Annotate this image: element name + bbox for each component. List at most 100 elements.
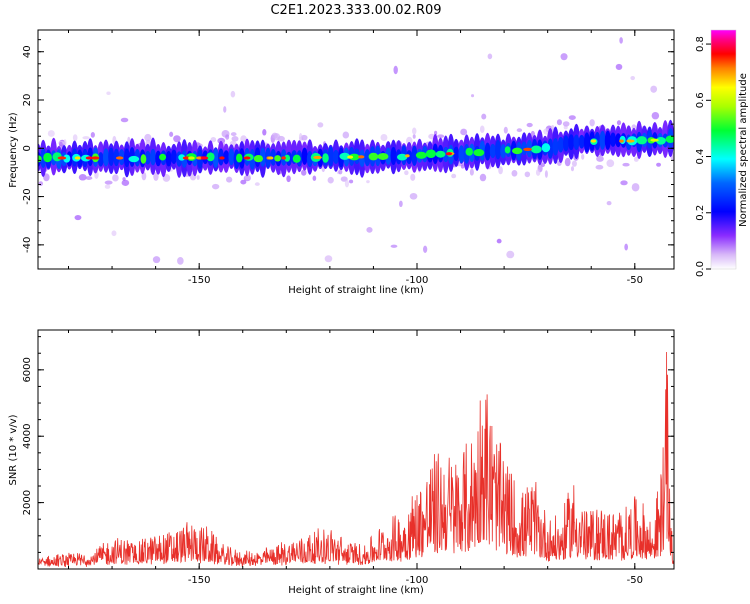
- spectrogram-halo-cell: [144, 133, 152, 142]
- colorbar-ticks: 0.0 0.2 0.4 0.6 0.8: [695, 36, 711, 277]
- spectrogram-halo-cell: [481, 113, 487, 120]
- spectrogram-halo-cell: [211, 183, 220, 190]
- spectrogram-halo-cell: [390, 244, 398, 248]
- spectrogram-halo-cell: [633, 156, 639, 162]
- snr-ytick-label: 6000: [22, 357, 33, 382]
- snr-frame: [37, 329, 675, 570]
- spectrogram-hotspot: [85, 156, 94, 160]
- spectrogram-halo-cell: [596, 155, 604, 162]
- spectrogram-band-cell: [604, 130, 611, 150]
- spectrogram-halo-cell: [412, 127, 417, 135]
- snr-xtick-label: -100: [406, 575, 429, 586]
- spectrogram-hotspot: [313, 155, 322, 160]
- spectrogram-band-cell: [552, 138, 559, 156]
- spectrogram-hotspot: [590, 139, 597, 143]
- spectrogram-halo-cell: [606, 159, 615, 168]
- spectrogram-halo-cell: [240, 135, 247, 143]
- spectrogram-band-cell: [390, 146, 397, 165]
- snr-panel: -150 -100 -50 2000 4000 6000 Height of straig…: [8, 329, 675, 596]
- spectrogram-hotspot: [115, 156, 124, 160]
- spectrogram-band-cell: [500, 144, 507, 159]
- spectrogram-band-cell: [140, 154, 147, 164]
- spectrogram-halo-cell: [606, 200, 612, 206]
- spectrogram-band-cell: [495, 139, 502, 160]
- spectrogram-halo-cell: [471, 94, 475, 98]
- spectrogram-hotspot: [347, 155, 354, 159]
- spectrogram-hotspot: [196, 156, 203, 160]
- figure-title: C2E1.2023.333.00.02.R09: [270, 3, 441, 18]
- spectrogram-halo-cell: [230, 90, 236, 98]
- colorbar-tick-label: 0.6: [695, 92, 706, 108]
- spectrogram-halo-cell: [254, 182, 260, 186]
- spectrogram-hotspot: [619, 139, 624, 143]
- spectrogram-xlabel: Height of straight line (km): [288, 285, 424, 296]
- spectrogram-halo-cell: [342, 131, 350, 139]
- colorbar-label: Normalized spectral amplitude: [738, 73, 749, 227]
- spectrogram-hotspot: [523, 147, 532, 152]
- spectrogram-halo-cell: [631, 124, 637, 130]
- spectrogram-halo-cell: [106, 91, 111, 95]
- spectrogram-band-cell: [236, 153, 243, 163]
- spectrogram-halo-cell: [366, 227, 373, 233]
- spectrogram-halo-cell: [72, 134, 78, 142]
- spectrogram-xtick-label: -100: [406, 275, 429, 286]
- spectrogram-band-cell: [270, 149, 277, 166]
- spectrogram-band-cell: [465, 147, 473, 156]
- spectrogram-band-cell: [406, 150, 413, 165]
- spectrogram-halo-cell: [173, 135, 181, 143]
- spectrogram-band-cell: [530, 145, 542, 154]
- spectrogram-band-cell: [541, 143, 551, 153]
- spectrogram-halo-cell: [503, 126, 508, 134]
- spectrogram-band-cell: [415, 151, 427, 159]
- spectrogram-halo-cell: [624, 243, 628, 251]
- spectrogram-band-cell: [40, 148, 47, 168]
- spectrogram-halo-cell: [85, 176, 93, 180]
- spectrogram-band-cell: [511, 147, 523, 155]
- spectrogram-halo-cell: [380, 134, 388, 142]
- spectrogram-halo-cell: [121, 179, 130, 186]
- spectrogram-ylabel: Frequency (Hz): [8, 112, 19, 188]
- colorbar: 0.0 0.2 0.4 0.6 0.8 Normalized spectral ampl…: [695, 29, 749, 277]
- spectrogram-band-cell: [368, 152, 379, 161]
- spectrogram-halo-cell: [286, 175, 291, 183]
- spectrogram-halo-cell: [595, 164, 604, 170]
- spectrogram-halo-cell: [111, 230, 117, 237]
- spectrogram-halo-cell: [404, 170, 409, 176]
- spectrogram-band-cell: [425, 149, 436, 158]
- spectrogram-halo-cell: [511, 169, 518, 177]
- spectrogram-ytick-label: -40: [22, 237, 33, 253]
- spectrogram-band-cell: [144, 150, 151, 165]
- snr-xtick-label: -150: [188, 575, 211, 586]
- spectrogram-halo-cell: [74, 214, 82, 221]
- spectrogram-ticks: -150 -100 -50 -40 -20 0 20 40: [22, 30, 674, 286]
- spectrogram-hotspot: [281, 156, 286, 160]
- spectrogram-band-cell: [562, 135, 569, 152]
- spectrogram-band-cell: [322, 153, 329, 163]
- spectrogram-halo-cell: [177, 256, 184, 265]
- spectrogram-halo-cell: [589, 119, 595, 127]
- spectrogram-hotspot: [626, 139, 635, 143]
- spectrogram-band-cell: [348, 153, 360, 161]
- spectrogram-halo-cell: [524, 171, 531, 178]
- spectrogram-band-cell: [123, 148, 130, 168]
- colorbar-tick-label: 0.0: [695, 261, 706, 277]
- spectrogram-halo-cell: [153, 171, 159, 181]
- spectrogram-ytick-label: 40: [22, 45, 33, 58]
- spectrogram-halo-cell: [460, 128, 468, 136]
- spectrogram-halo-cell: [622, 162, 630, 167]
- spectrogram-band-cell: [411, 145, 418, 166]
- spectrogram-heatmap: [38, 37, 674, 265]
- spectrogram-halo-cell: [122, 177, 126, 181]
- spectrogram-halo-cell: [630, 75, 636, 81]
- spectrogram-ytick-label: 20: [22, 94, 33, 107]
- spectrogram-band-cell: [377, 153, 389, 160]
- spectrogram-halo-cell: [650, 85, 658, 93]
- spectrogram-halo-cell: [90, 132, 95, 138]
- spectrogram-hotspot: [74, 156, 81, 160]
- spectrogram-band-cell: [665, 135, 674, 143]
- spectrogram-band-cell: [489, 143, 496, 159]
- spectrogram-halo-cell: [423, 245, 428, 253]
- spectrogram-ytick-label: -20: [22, 188, 33, 204]
- spectrogram-halo-cell: [210, 136, 217, 143]
- spectrogram-halo-cell: [460, 164, 465, 169]
